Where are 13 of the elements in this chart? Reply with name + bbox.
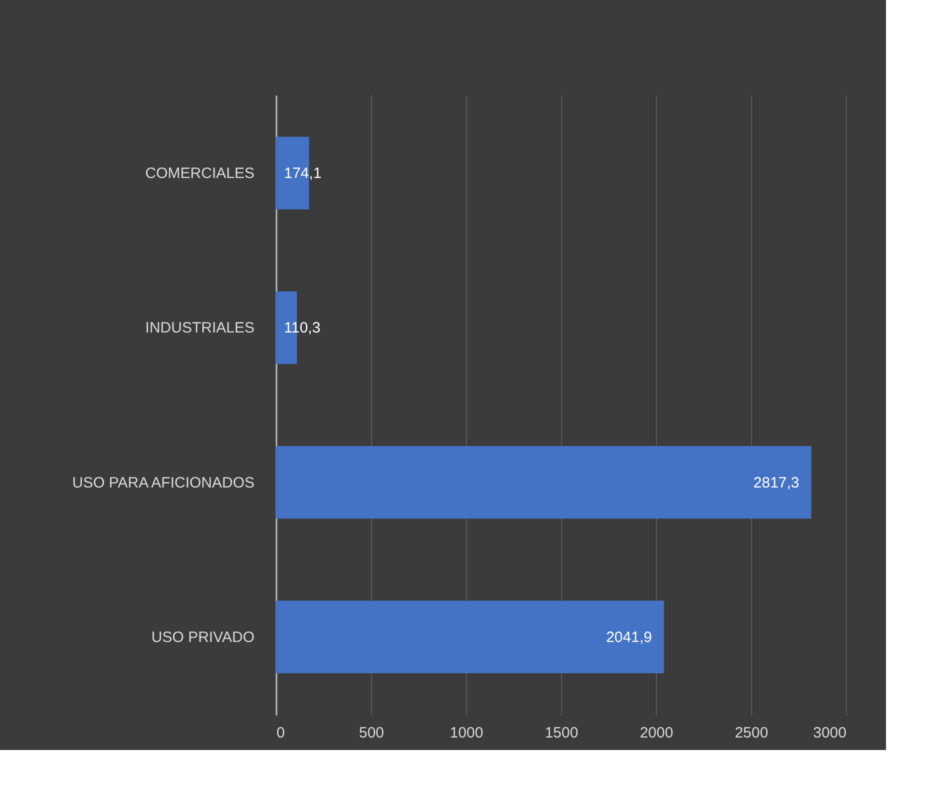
- y-tick-label: USO PARA AFICIONADOS: [72, 474, 254, 492]
- y-tick-label: INDUSTRIALES: [145, 320, 254, 337]
- y-tick-label: USO PRIVADO: [151, 628, 254, 646]
- x-tick-label: 3000: [813, 724, 846, 742]
- x-tick-label: 2000: [640, 724, 674, 742]
- x-tick-label: 1000: [450, 724, 484, 742]
- x-tick-label: 0: [276, 724, 285, 742]
- x-tick-label: 1500: [544, 724, 578, 742]
- x-tick-label: 2500: [734, 724, 768, 742]
- data-label: 2817,3: [753, 474, 800, 492]
- y-tick-label: COMERCIALES: [145, 165, 254, 182]
- data-label: 2041,9: [606, 628, 652, 646]
- x-tick-label: 500: [358, 724, 384, 742]
